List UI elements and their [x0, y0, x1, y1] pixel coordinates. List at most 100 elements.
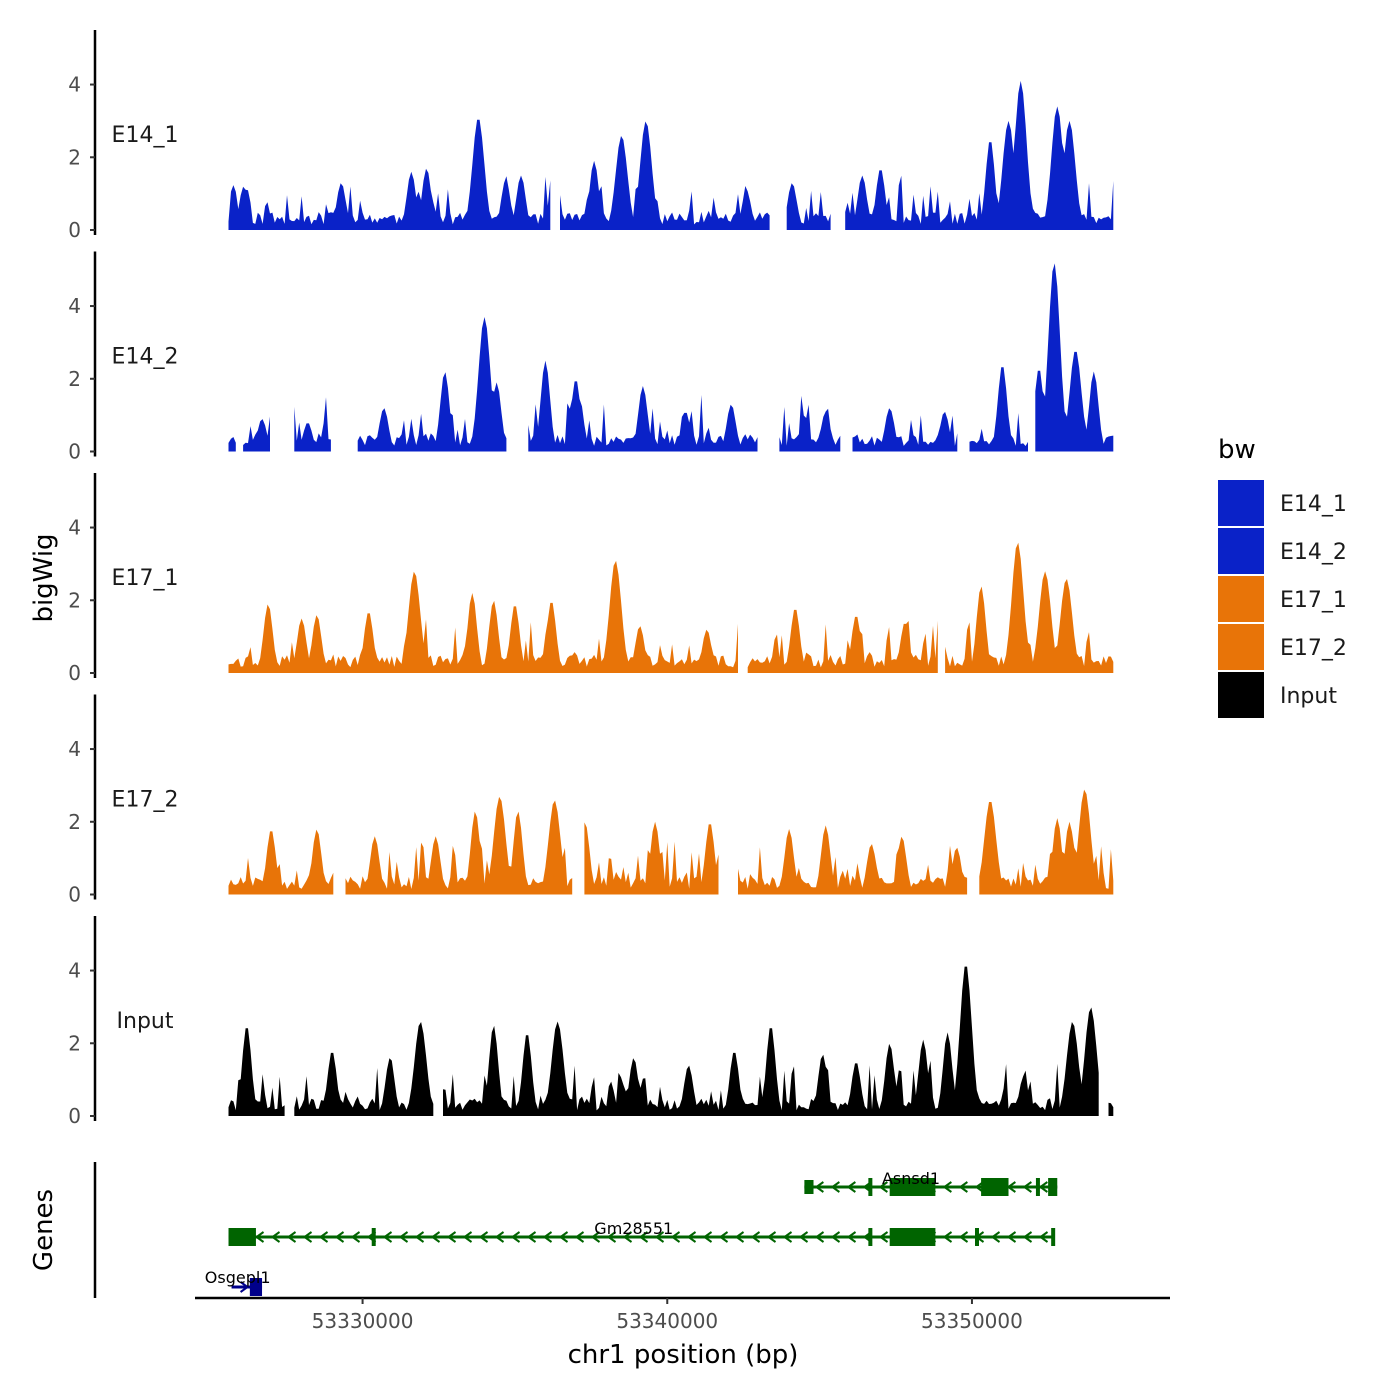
track-E17_2: 0 2 4 E17_2: [68, 694, 1114, 907]
gene-exon: [1035, 1178, 1040, 1196]
signal-area-Input: [1108, 1102, 1114, 1116]
track-E14_1: 0 2 4 E14_1: [68, 30, 1114, 242]
strand-arrow: [846, 1181, 856, 1193]
strand-arrow: [654, 1231, 665, 1243]
strand-arrow: [510, 1231, 521, 1243]
legend-label: E17_2: [1280, 636, 1347, 661]
signal-area-Input: [228, 1028, 285, 1116]
strand-arrow: [1022, 1231, 1033, 1243]
y-tick-label: 4: [68, 294, 81, 318]
strand-arrow: [286, 1231, 297, 1243]
strand-arrow: [782, 1231, 793, 1243]
strand-arrow: [1022, 1181, 1032, 1193]
strand-arrow: [542, 1231, 553, 1243]
x-tick-label: 53350000: [921, 1309, 1023, 1333]
signal-area-E17_2: [345, 796, 573, 895]
track-label-E17_1: E17_1: [112, 566, 179, 591]
y-tick-label: 2: [68, 145, 81, 169]
strand-arrow: [638, 1231, 649, 1243]
strand-arrow: [878, 1231, 889, 1243]
signal-area-E14_2: [1035, 263, 1114, 452]
gene-label-Asnsd1: Asnsd1: [882, 1169, 940, 1188]
legend: bw E14_1 E14_2 E17_1 E17_2 Input: [1218, 435, 1347, 718]
signal-area-E14_2: [294, 397, 331, 452]
gene-Gm28551: Gm28551: [228, 1219, 1056, 1246]
signal-area-E14_2: [969, 367, 1028, 452]
signal-tracks: 0 2 4 E14_1 0 2 4 E14_2 0 2 4 E17_1 0 2 4 E17_2 0 2 4 Input: [68, 30, 1114, 1128]
strand-arrow: [958, 1231, 969, 1243]
strand-arrow: [702, 1231, 713, 1243]
strand-arrow: [846, 1231, 857, 1243]
y-tick-label: 2: [68, 588, 81, 612]
strand-arrow: [414, 1231, 425, 1243]
track-Input: 0 2 4 Input: [68, 916, 1114, 1128]
y-tick-label: 0: [68, 1104, 81, 1128]
y-tick-label: 4: [68, 73, 81, 97]
y-tick-label: 4: [68, 959, 81, 983]
signal-area-E14_1: [845, 80, 1114, 231]
strand-arrow: [398, 1231, 409, 1243]
y-tick-label: 4: [68, 737, 81, 761]
strand-arrow: [478, 1231, 489, 1243]
strand-arrow: [830, 1231, 841, 1243]
strand-arrow: [1038, 1231, 1049, 1243]
legend-label: E17_1: [1280, 588, 1347, 613]
legend-swatch: [1218, 480, 1264, 526]
y-tick-label: 0: [68, 218, 81, 242]
strand-arrow: [958, 1181, 968, 1193]
gene-exon: [975, 1228, 979, 1246]
signal-area-E17_2: [584, 821, 719, 895]
strand-arrow: [622, 1231, 633, 1243]
gene-label-Osgepl1: Osgepl1: [205, 1268, 271, 1287]
legend-entry-E17_2: E17_2: [1218, 624, 1347, 670]
signal-area-E14_1: [786, 183, 831, 230]
y-tick-label: 2: [68, 1031, 81, 1055]
gene-exon: [1048, 1178, 1058, 1196]
strand-arrow: [270, 1231, 281, 1243]
strand-arrow: [254, 1231, 265, 1243]
signal-area-E14_1: [560, 121, 770, 230]
strand-arrow: [670, 1231, 681, 1243]
signal-area-E14_2: [779, 395, 841, 452]
strand-arrow: [814, 1181, 824, 1193]
strand-arrow: [574, 1231, 585, 1243]
strand-arrow: [462, 1231, 473, 1243]
gene-exon: [889, 1228, 936, 1246]
legend-title: bw: [1218, 435, 1256, 465]
strand-arrow: [830, 1181, 840, 1193]
signal-area-E17_2: [979, 789, 1114, 895]
signal-area-E17_1: [228, 560, 738, 673]
signal-area-E14_2: [228, 437, 236, 452]
legend-entry-E17_1: E17_1: [1218, 576, 1347, 622]
signal-area-E17_1: [945, 542, 1114, 673]
track-label-E14_2: E14_2: [112, 345, 179, 370]
genes-axis-title: Genes: [29, 1189, 59, 1271]
strand-arrow: [318, 1231, 329, 1243]
x-axis: chr1 position (bp) 53330000 53340000 53350…: [195, 1296, 1170, 1370]
signal-area-E14_2: [357, 317, 507, 452]
legend-swatch: [1218, 576, 1264, 622]
y-axis-title: bigWig: [29, 533, 59, 622]
strand-arrow: [814, 1231, 825, 1243]
legend-swatch: [1218, 528, 1264, 574]
legend-swatch: [1218, 624, 1264, 670]
strand-arrow: [974, 1181, 984, 1193]
strand-arrow: [766, 1231, 777, 1243]
legend-entry-E14_2: E14_2: [1218, 528, 1347, 574]
track-label-E14_1: E14_1: [112, 123, 179, 148]
signal-area-E14_2: [852, 408, 958, 452]
track-E17_1: 0 2 4 E17_1: [68, 473, 1114, 685]
strand-arrow: [494, 1231, 505, 1243]
legend-label: Input: [1280, 684, 1337, 709]
y-tick-label: 0: [68, 661, 81, 685]
strand-arrow: [942, 1181, 952, 1193]
strand-arrow: [590, 1231, 601, 1243]
gene-exon: [249, 1278, 263, 1296]
signal-area-E17_2: [228, 829, 334, 895]
gene-exon: [889, 1178, 936, 1196]
gene-exon: [981, 1178, 1009, 1196]
x-axis-title: chr1 position (bp): [568, 1340, 799, 1370]
y-tick-label: 0: [68, 440, 81, 464]
gene-annotation-track: Asnsd1 Gm28551 Osgepl1: [93, 1162, 1058, 1298]
